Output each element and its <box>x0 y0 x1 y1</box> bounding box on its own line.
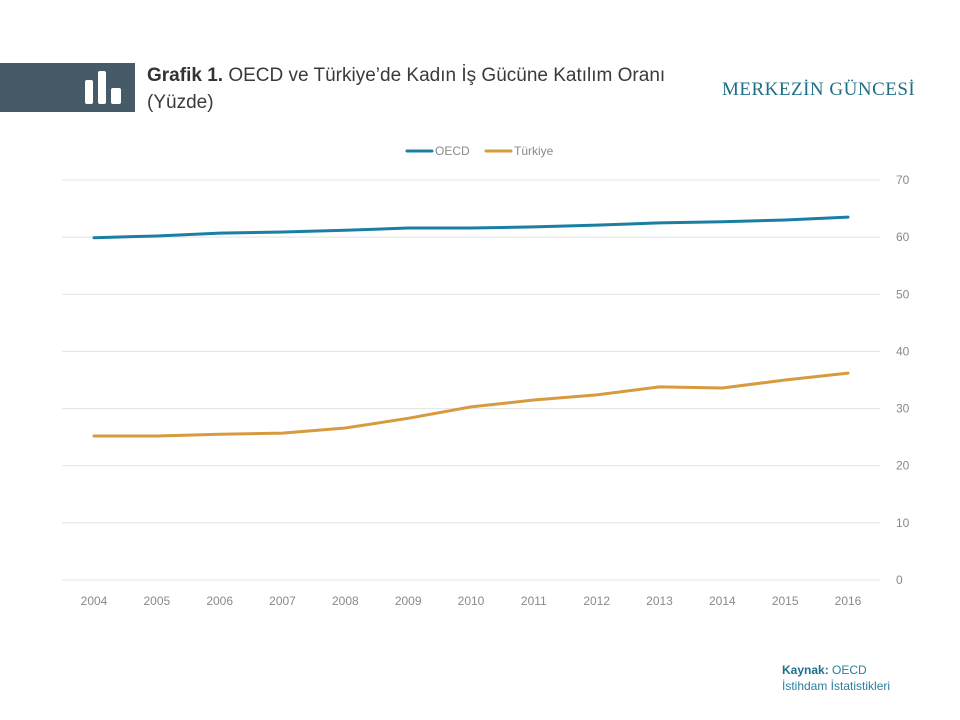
source-note: Kaynak: OECD İstihdam İstatistikleri <box>782 662 890 694</box>
source-detail: İstihdam İstatistikleri <box>782 679 891 693</box>
x-tick-label: 2010 <box>458 594 485 608</box>
x-tick-label: 2008 <box>332 594 359 608</box>
line-chart: 0 10 20 30 40 50 60 70 2004 2005 2006 2007 2008 2009 2… <box>62 144 910 608</box>
y-tick-label: 50 <box>896 287 910 301</box>
x-tick-label: 2016 <box>835 594 862 608</box>
legend-turkiye-label: Türkiye <box>514 144 554 158</box>
x-tick-label: 2006 <box>206 594 233 608</box>
brand-logo: MERKEZİN GÜNCESİ <box>722 79 916 100</box>
chart-title: Grafik 1. OECD ve Türkiye’de Kadın İş Gü… <box>147 62 717 116</box>
x-tick-label: 2013 <box>646 594 673 608</box>
x-tick-label: 2014 <box>709 594 736 608</box>
x-tick-label: 2015 <box>772 594 799 608</box>
series-line-oecd <box>92 215 850 240</box>
legend-oecd-label: OECD <box>435 144 470 158</box>
header-band <box>0 63 135 112</box>
x-tick-label: 2004 <box>81 594 108 608</box>
y-tick-label: 10 <box>896 516 910 530</box>
title-prefix: Grafik 1. <box>147 65 224 86</box>
x-tick-label: 2009 <box>395 594 422 608</box>
x-tick-label: 2011 <box>521 594 547 608</box>
x-tick-label: 2005 <box>143 594 170 608</box>
y-tick-label: 30 <box>896 402 910 416</box>
y-tick-label: 20 <box>896 459 910 473</box>
y-tick-label: 70 <box>896 173 910 187</box>
y-tick-label: 60 <box>896 230 910 244</box>
series-line-turkiye <box>92 371 850 438</box>
y-tick-label: 40 <box>896 344 910 358</box>
source-label: Kaynak: <box>782 663 829 677</box>
y-tick-label: 0 <box>896 573 903 587</box>
x-tick-label: 2012 <box>583 594 610 608</box>
x-tick-label: 2007 <box>269 594 296 608</box>
source-value: OECD <box>832 663 867 677</box>
title-text: OECD ve Türkiye’de Kadın İş Gücüne Katıl… <box>147 65 666 113</box>
